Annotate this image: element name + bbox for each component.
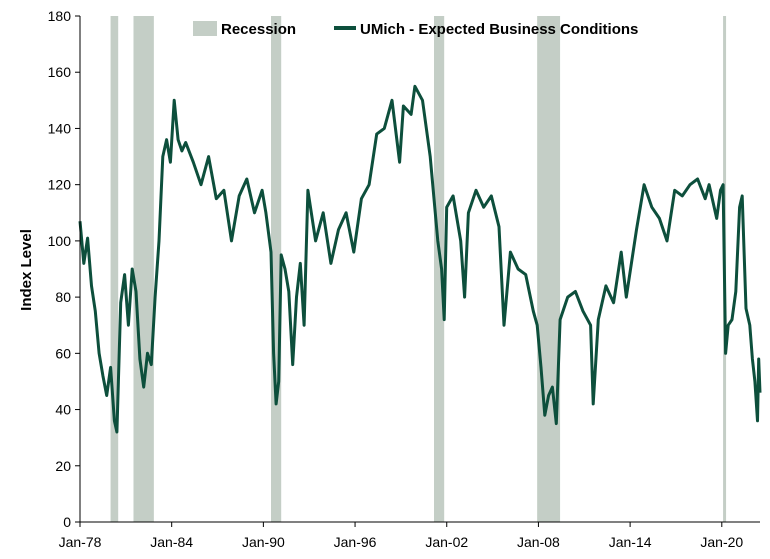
y-tick-label: 140	[48, 120, 72, 136]
y-axis-title: Index Level	[18, 229, 35, 311]
y-tick-label: 20	[55, 458, 71, 474]
x-tick-label: Jan-08	[517, 534, 560, 550]
legend-series-label: UMich - Expected Business Conditions	[360, 21, 638, 38]
y-tick-label: 180	[48, 8, 72, 24]
legend-recession-swatch	[193, 21, 217, 36]
x-tick-label: Jan-90	[242, 534, 285, 550]
y-tick-label: 160	[48, 64, 72, 80]
y-tick-label: 80	[55, 289, 71, 305]
x-tick-label: Jan-20	[700, 534, 743, 550]
x-tick-label: Jan-14	[609, 534, 652, 550]
legend: Recession UMich - Expected Business Cond…	[193, 21, 638, 38]
recession-band-4	[434, 16, 445, 522]
legend-recession-label: Recession	[221, 21, 296, 38]
recession-band-3	[271, 16, 282, 522]
x-tick-label: Jan-78	[59, 534, 102, 550]
y-tick-label: 120	[48, 177, 72, 193]
recession-band-1	[110, 16, 119, 522]
y-tick-label: 60	[55, 345, 71, 361]
x-tick-label: Jan-02	[425, 534, 468, 550]
y-tick-label: 0	[63, 514, 71, 530]
recession-band-2	[133, 16, 154, 522]
y-tick-label: 100	[48, 233, 72, 249]
series-lines	[78, 84, 762, 434]
axes	[79, 16, 760, 523]
recession-band-5	[537, 16, 561, 522]
x-tick-label: Jan-84	[150, 534, 193, 550]
y-tick-label: 40	[55, 402, 71, 418]
x-tick-label: Jan-96	[334, 534, 377, 550]
y-tick-labels: 0 20 40 60 80 100 120 140 160 180	[48, 8, 80, 530]
x-tick-labels: Jan-78 Jan-84 Jan-90 Jan-96 Jan-02 Jan-08 Jan-…	[59, 522, 743, 550]
series-line-1	[78, 84, 762, 434]
